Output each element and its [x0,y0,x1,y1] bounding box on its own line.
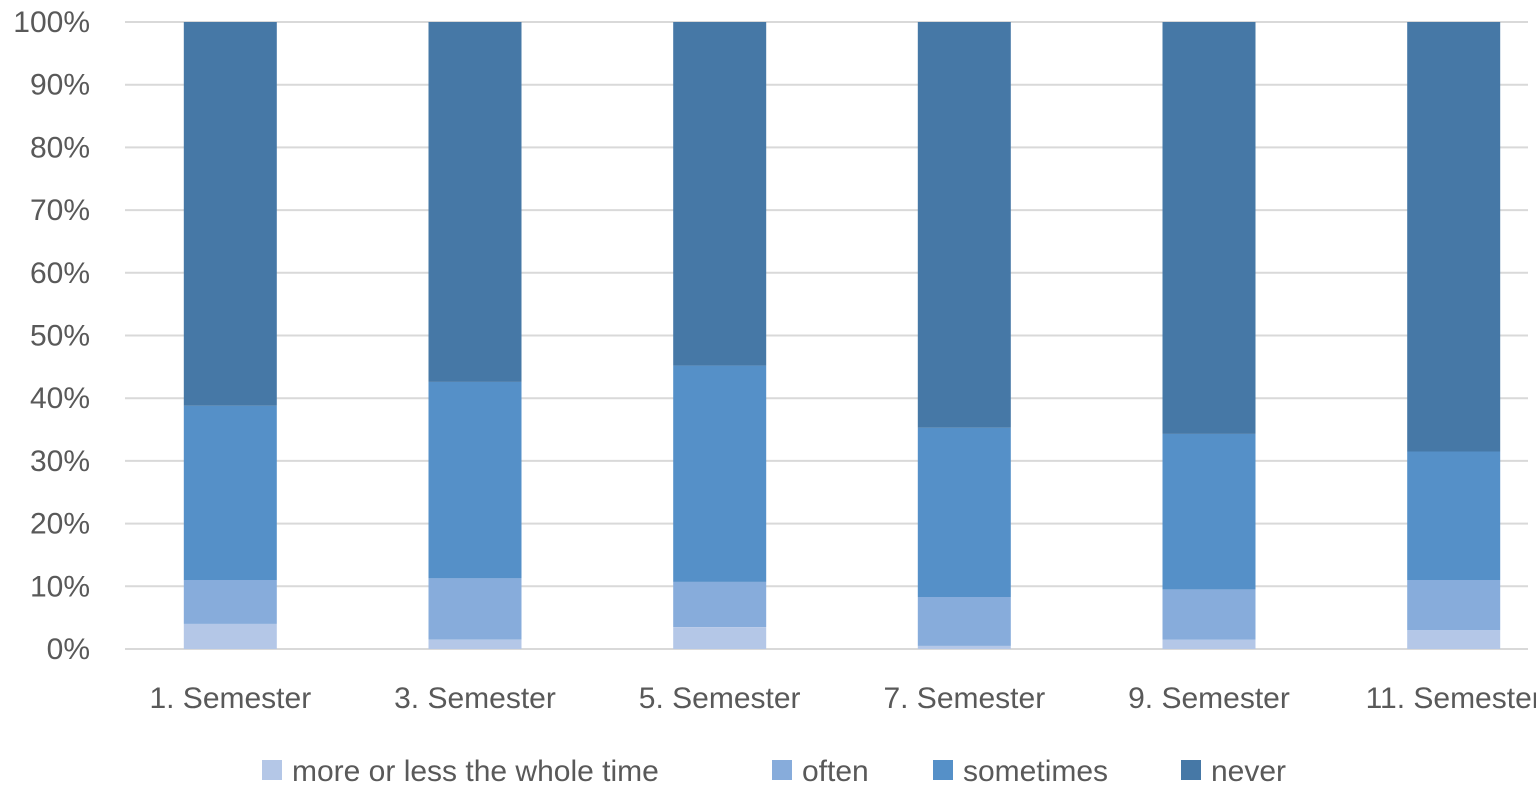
bar-segment [673,365,767,582]
y-tick-label: 20% [30,508,90,541]
y-tick-label: 60% [30,257,90,290]
x-axis: 1. Semester 3. Semester 5. Semester 7. Seme… [149,682,1536,715]
legend-label: never [1211,755,1286,788]
legend: more or less the whole time often sometime… [262,755,1286,788]
bar-segment [917,597,1011,646]
x-category-label: 11. Semester [1366,682,1536,715]
y-tick-label: 0% [47,633,90,666]
x-category-label: 3. Semester [394,682,556,715]
bar-segment [1407,630,1501,649]
bars [183,22,1501,649]
y-tick-label: 50% [30,320,90,353]
legend-swatch [1181,760,1201,780]
bar-segment [428,381,522,579]
y-tick-label: 90% [30,69,90,102]
legend-label: often [802,755,869,788]
bar-segment [917,427,1011,597]
bar-segment [183,22,277,406]
y-tick-label: 100% [13,6,90,39]
bar-segment [428,578,522,640]
y-tick-label: 80% [30,131,90,164]
bar-segment [1162,433,1256,590]
x-category-label: 7. Semester [883,682,1045,715]
bar-segment [428,22,522,382]
y-axis: 0% 10% 20% 30% 40% 50% 60% 70% 80% 90% 100% [13,6,90,666]
bar-segment [183,623,277,649]
bar-segment [428,639,522,649]
bar-segment [1407,580,1501,631]
x-category-label: 9. Semester [1128,682,1290,715]
bar-segment [1162,22,1256,434]
bar-segment [183,405,277,580]
x-category-label: 5. Semester [639,682,801,715]
bar-segment [1162,639,1256,649]
y-tick-label: 30% [30,445,90,478]
legend-label: sometimes [963,755,1108,788]
y-tick-label: 10% [30,570,90,603]
bar-segment [1407,451,1501,580]
legend-swatch [772,760,792,780]
bar-segment [1162,589,1256,640]
bar-segment [917,22,1011,428]
legend-swatch [262,760,282,780]
legend-swatch [933,760,953,780]
grid-lines [125,21,1528,650]
x-category-label: 1. Semester [149,682,311,715]
bar-segment [917,645,1011,649]
bar-segment [673,627,767,649]
bar-segment [673,22,767,366]
y-tick-label: 70% [30,194,90,227]
y-tick-label: 40% [30,382,90,415]
bar-segment [1407,22,1501,452]
bar-segment [183,580,277,624]
bar-segment [673,581,767,627]
legend-label: more or less the whole time [292,755,659,788]
